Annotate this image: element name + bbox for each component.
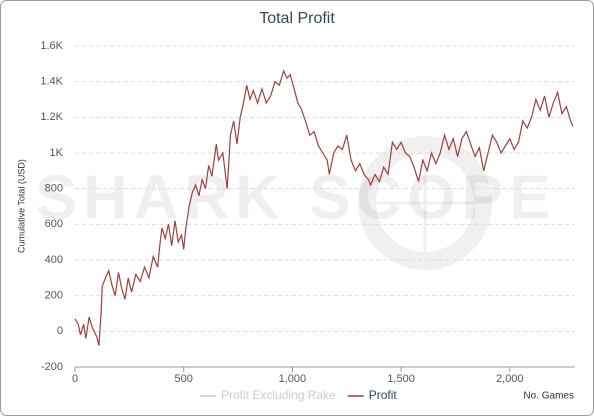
x-tick-label: 0 — [72, 373, 78, 385]
y-tick-label: 600 — [45, 218, 63, 230]
x-tick-label: 1,000 — [279, 373, 307, 385]
y-tick-label: 1.4K — [40, 76, 63, 88]
y-tick-label: 0 — [57, 325, 63, 337]
y-tick-label: 400 — [45, 254, 63, 266]
watermark-logo — [358, 136, 492, 270]
x-axis-label: No. Games — [523, 391, 574, 402]
line — [74, 69, 574, 346]
y-axis-label: Cumulative Total (USD) — [16, 159, 26, 253]
legend-label: Profit — [369, 388, 398, 402]
x-tick-label: 1,500 — [387, 373, 415, 385]
x-tick-label: 2,000 — [496, 373, 524, 385]
y-tick-label: 1K — [50, 147, 64, 159]
y-tick-label: 200 — [45, 290, 63, 302]
chart-title: Total Profit — [259, 10, 335, 27]
legend-label: Profit Excluding Rake — [221, 388, 336, 402]
y-tick-label: 1.2K — [40, 111, 63, 123]
y-tick-label: -200 — [41, 361, 63, 373]
y-tick-label: 1.6K — [40, 40, 63, 52]
y-tick-label: 800 — [45, 183, 63, 195]
x-tick-label: 500 — [175, 373, 193, 385]
watermark: SHARK SCOPE — [36, 163, 557, 232]
